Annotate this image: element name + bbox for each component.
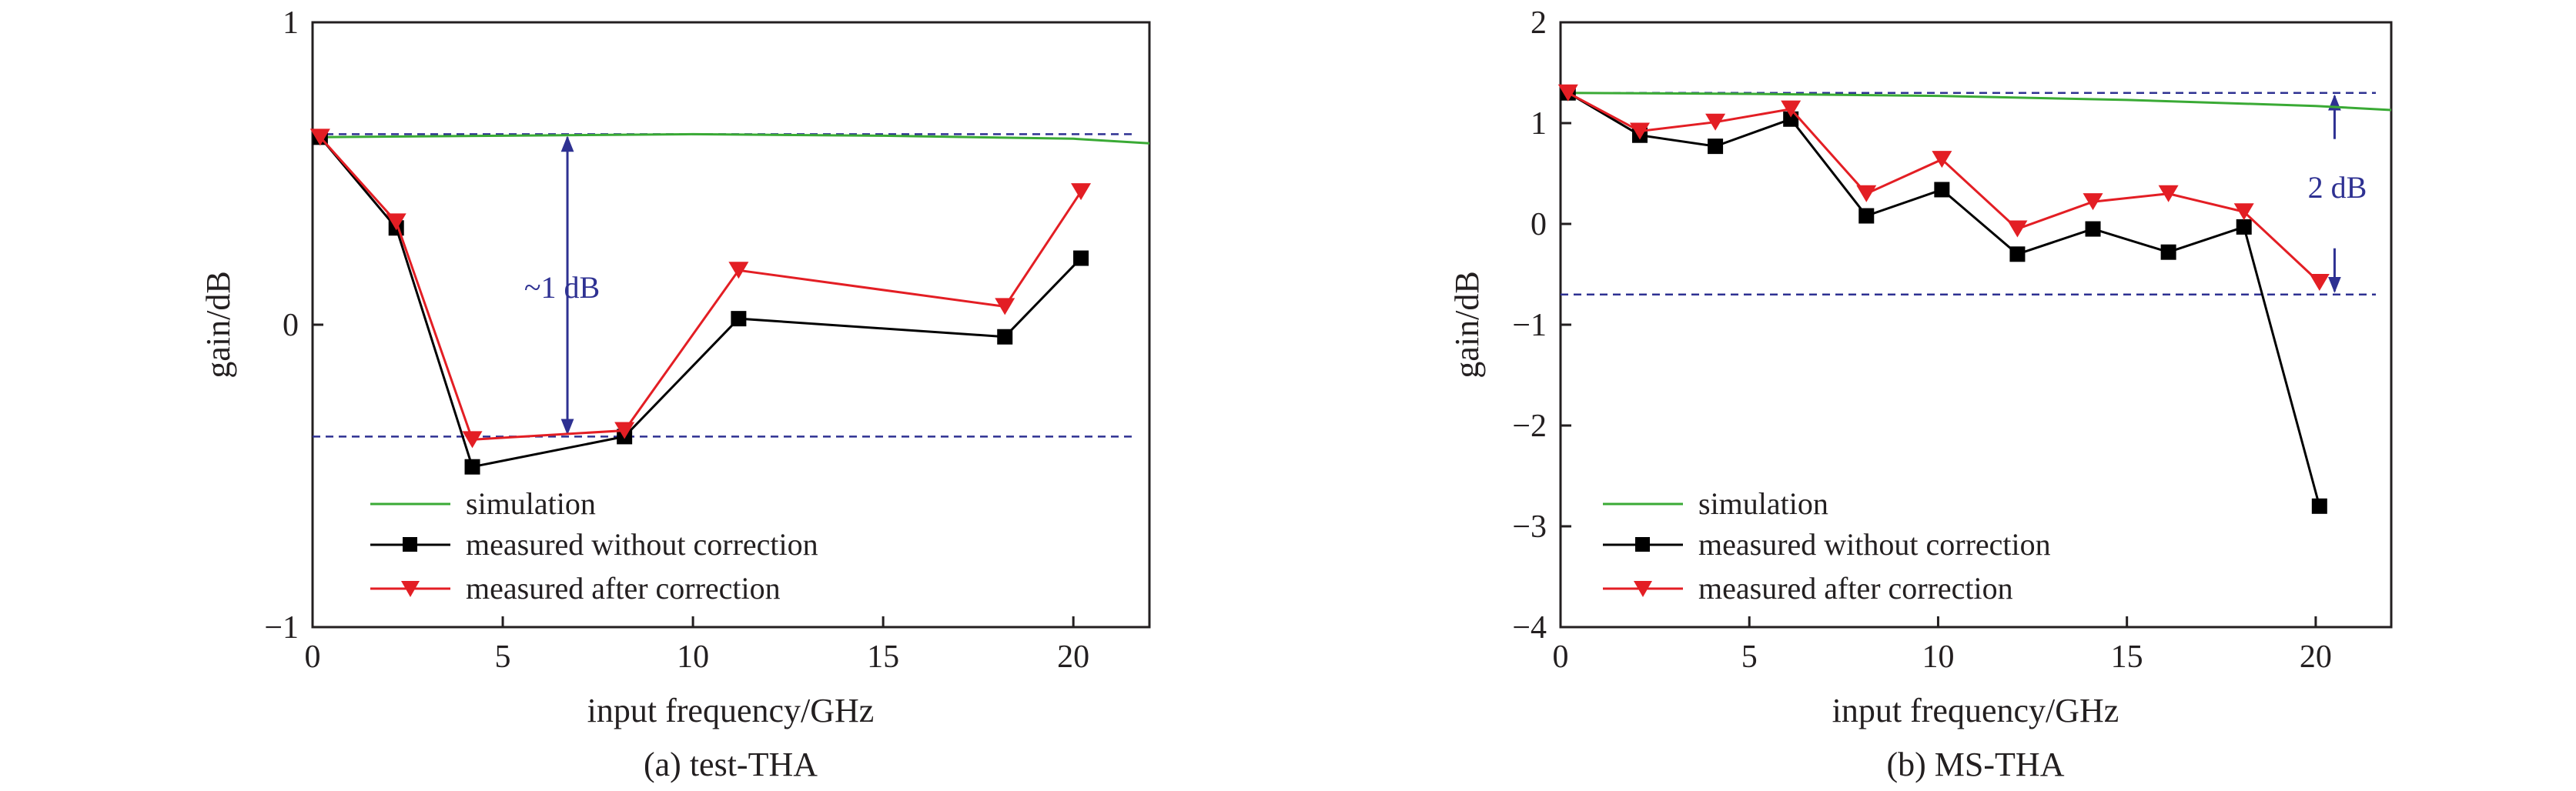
- data-point-corrected-b: [2007, 220, 2028, 238]
- data-point-measured-b: [2311, 498, 2327, 514]
- data-point-corrected-b: [2233, 203, 2254, 221]
- x-tick-label-b: 15: [2111, 639, 2143, 675]
- data-point-corrected-b: [1629, 122, 1650, 140]
- x-tick-label-b: 10: [1922, 639, 1954, 675]
- data-point-measured-b: [2160, 244, 2176, 260]
- chart-panel-a: 0 5 10 15 20−101 input frequency/GHz gain/dB…: [199, 5, 1151, 783]
- data-point-corrected-a: [614, 422, 635, 439]
- legend-b: simulation measured without correction m…: [1603, 486, 2051, 606]
- x-tick-label-a: 10: [677, 639, 709, 675]
- data-point-measured-a: [464, 459, 480, 475]
- legend-marker-triangle-b: [1634, 581, 1652, 597]
- data-point-measured-a: [1073, 250, 1089, 266]
- y-axis-label-a: gain/dB: [199, 271, 237, 378]
- x-tick-label-a: 5: [495, 639, 511, 675]
- y-tick-label-b: 2: [1531, 5, 1547, 41]
- caption-a: (a) test-THA: [644, 746, 818, 783]
- annotation-b: 2 dB: [2308, 170, 2367, 205]
- data-point-measured-a: [731, 311, 747, 327]
- data-point-corrected-b: [1932, 151, 1952, 169]
- data-point-measured-b: [1783, 111, 1799, 127]
- data-point-corrected-b: [1781, 100, 1802, 118]
- data-point-measured-b: [1934, 182, 1950, 198]
- legend-label-measured-a: measured without correction: [466, 527, 818, 562]
- data-point-corrected-b: [2158, 185, 2179, 202]
- legend-label-simulation-b: simulation: [1698, 486, 1828, 521]
- y-tick-label-b: −1: [1512, 308, 1547, 343]
- y-tick-label-b: 1: [1531, 106, 1547, 142]
- legend-marker-square-b: [1635, 537, 1650, 552]
- data-point-corrected-a: [728, 262, 749, 279]
- x-axis-label-b: input frequency/GHz: [1832, 692, 2119, 729]
- legend-label-corrected-a: measured after correction: [466, 571, 781, 606]
- y-tick-label-a: 1: [283, 5, 299, 41]
- x-tick-label-b: 20: [2300, 639, 2332, 675]
- data-point-measured-b: [1708, 139, 1724, 155]
- data-point-corrected-a: [462, 431, 483, 449]
- data-point-measured-b: [2236, 219, 2252, 235]
- y-tick-label-a: 0: [283, 308, 299, 343]
- x-tick-label-a: 15: [867, 639, 899, 675]
- data-point-measured-a: [997, 329, 1013, 345]
- x-tick-label-a: 20: [1057, 639, 1089, 675]
- data-point-corrected-b: [1856, 185, 1877, 202]
- data-point-corrected-b: [2309, 273, 2330, 291]
- y-axis-label-b: gain/dB: [1448, 271, 1486, 378]
- legend-label-corrected-b: measured after correction: [1698, 571, 2013, 606]
- x-tick-label-b: 0: [1553, 639, 1569, 675]
- y-tick-label-b: −2: [1512, 409, 1547, 444]
- series-line-simulation-a: [319, 132, 1150, 145]
- data-point-corrected-b: [1557, 84, 1578, 102]
- series-line-corrected-a: [319, 136, 1082, 441]
- legend-a: simulation measured without correction m…: [370, 486, 818, 606]
- data-point-corrected-a: [1071, 183, 1092, 201]
- legend-label-measured-b: measured without correction: [1698, 527, 2051, 562]
- x-tick-label-a: 0: [305, 639, 321, 675]
- data-point-corrected-a: [309, 128, 330, 146]
- data-point-corrected-a: [386, 213, 406, 231]
- legend-label-simulation-a: simulation: [466, 486, 596, 521]
- caption-b: (b) MS-THA: [1887, 746, 2065, 783]
- x-tick-label-b: 5: [1741, 639, 1758, 675]
- y-tick-label-b: 0: [1531, 207, 1547, 242]
- y-tick-label-b: −4: [1512, 610, 1547, 646]
- data-point-measured-b: [2009, 246, 2026, 262]
- y-tick-label-a: −1: [264, 610, 299, 646]
- data-point-measured-b: [2085, 221, 2101, 237]
- annotation-a: ~1 dB: [524, 270, 600, 305]
- series-line-simulation-b: [1567, 92, 2392, 112]
- plot-area-b: 0 5 10 15 20 −4 −3 −2 −1 0 1 2: [1512, 5, 2393, 675]
- data-point-corrected-b: [1705, 113, 1726, 131]
- legend-marker-square-a: [403, 537, 417, 552]
- data-point-corrected-b: [2083, 193, 2103, 211]
- x-axis-label-a: input frequency/GHz: [587, 692, 875, 729]
- data-point-measured-b: [1858, 208, 1875, 224]
- legend-marker-triangle-a: [401, 581, 420, 597]
- plot-area-a: 0 5 10 15 20−101: [264, 5, 1151, 675]
- data-point-corrected-a: [995, 298, 1015, 315]
- y-tick-label-b: −3: [1512, 509, 1547, 545]
